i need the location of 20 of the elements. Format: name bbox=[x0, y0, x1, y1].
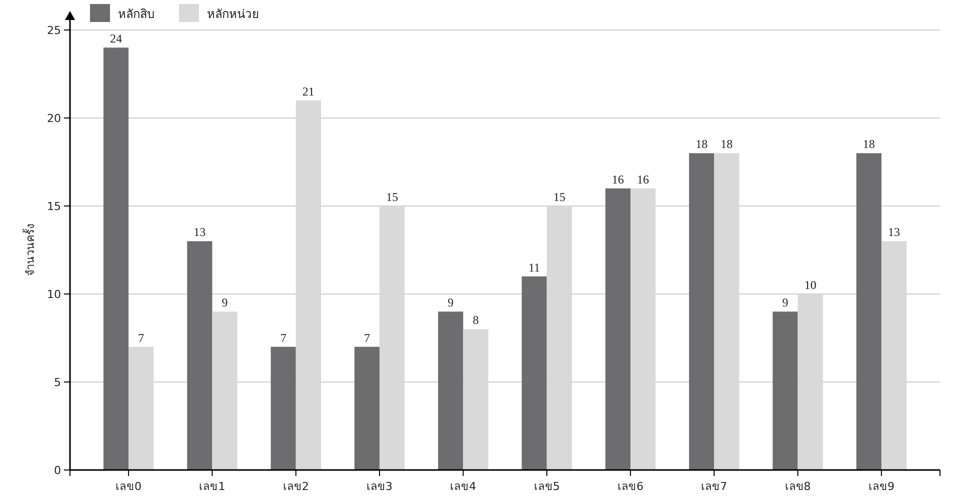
x-tick-label: เลข1 bbox=[199, 480, 226, 493]
x-tick-label: เลข6 bbox=[617, 480, 644, 493]
x-tick-label: เลข4 bbox=[450, 480, 476, 493]
x-tick-label: เลข3 bbox=[366, 480, 393, 493]
y-tick-label: 0 bbox=[54, 464, 61, 477]
y-label: จำนวนครั้ง bbox=[24, 224, 37, 276]
legend-label: หลักสิบ bbox=[118, 7, 155, 21]
x-tick-label: เลข0 bbox=[116, 480, 142, 493]
y-tick-label: 25 bbox=[47, 24, 61, 37]
legend: หลักสิบ หลักหน่วย bbox=[90, 4, 259, 22]
y-tick-label: 5 bbox=[54, 376, 61, 389]
y-tick-label: 10 bbox=[47, 288, 61, 301]
y-tick-label: 20 bbox=[47, 112, 61, 125]
x-tick-label: เลข2 bbox=[282, 480, 309, 493]
x-tick-label: เลข8 bbox=[784, 480, 811, 493]
y-tick-label: 15 bbox=[47, 200, 61, 213]
x-tick-label: เลข9 bbox=[868, 480, 894, 493]
x-tick-label: เลข5 bbox=[534, 480, 560, 493]
legend-label: หลักหน่วย bbox=[207, 7, 259, 21]
x-tick-label: เลข7 bbox=[701, 480, 728, 493]
